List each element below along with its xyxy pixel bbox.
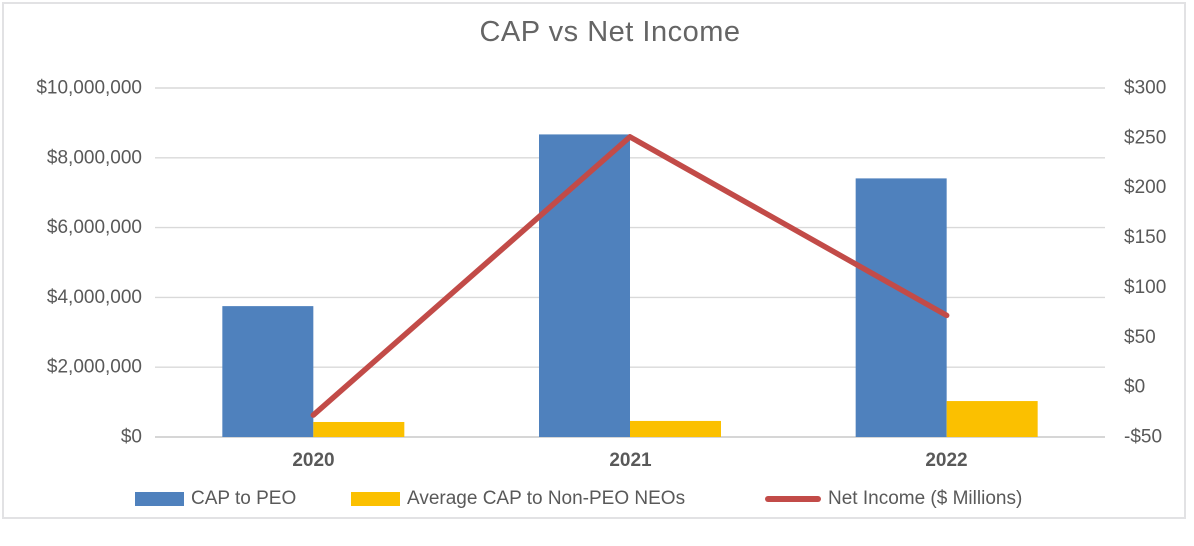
left-axis-tick-label: $2,000,000 [47,357,142,378]
left-axis-tick-label: $0 [121,427,142,448]
right-axis-tick-label: $250 [1124,127,1166,148]
left-axis-tick-label: $4,000,000 [47,287,142,308]
legend-label: CAP to PEO [191,488,297,509]
right-axis-tick-label: $150 [1124,227,1166,248]
legend-swatch-blue-bar [135,492,184,506]
left-axis-tick-label: $10,000,000 [36,78,142,99]
left-axis-tick-label: $6,000,000 [47,217,142,238]
legend-swatch-red-line [765,496,821,502]
bar-average-cap-to-non-peo-neos-2021 [630,420,721,437]
bar-average-cap-to-non-peo-neos-2022 [946,401,1038,437]
right-axis-tick-label: -$50 [1124,427,1162,448]
right-axis-tick-label: $0 [1124,377,1145,398]
right-axis-tick-label: $200 [1124,177,1166,198]
chart-frame: CAP vs Net Income $10,000,000 $8,000,000 $… [2,2,1186,519]
x-axis-label-2022: 2022 [925,450,968,471]
x-axis-label-2021: 2021 [609,450,652,471]
chart-title: CAP vs Net Income [479,16,741,48]
left-axis-tick-label: $8,000,000 [47,147,142,168]
bar-average-cap-to-non-peo-neos-2020 [313,421,405,437]
bar-cap-to-peo-2021 [539,134,630,438]
x-axis-label-2020: 2020 [292,450,335,471]
bar-cap-to-peo-2020 [222,306,314,437]
legend-item-avg-cap-non-peo: Average CAP to Non-PEO NEOs [351,487,685,511]
legend-item-cap-to-peo: CAP to PEO [135,487,296,511]
line-net-income-millions- [310,134,950,418]
legend-item-net-income: Net Income ($ Millions) [765,487,1022,511]
right-axis-tick-label: $50 [1124,327,1156,348]
legend-label: Average CAP to Non-PEO NEOs [407,488,686,509]
legend-swatch-yellow-bar [351,492,400,506]
plot-area-svg: $10,000,000 $8,000,000 $6,000,000 $4,000,00… [36,78,1166,448]
right-axis-tick-label: $300 [1124,78,1166,99]
right-axis-tick-label: $100 [1124,277,1166,298]
legend-label: Net Income ($ Millions) [828,488,1023,509]
